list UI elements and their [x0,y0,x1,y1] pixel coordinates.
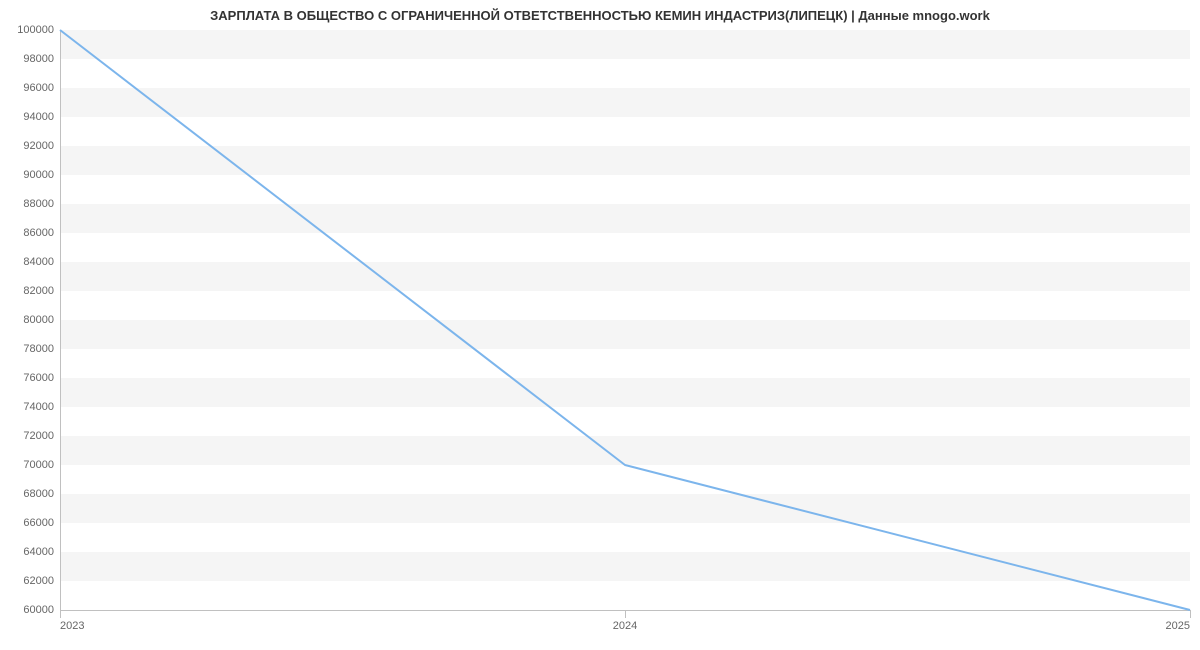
x-tick [625,610,626,618]
x-tick [60,610,61,618]
y-tick-label: 92000 [23,140,54,152]
x-tick-label: 2025 [1166,620,1190,632]
y-tick-label: 88000 [23,198,54,210]
y-tick-label: 90000 [23,169,54,181]
y-tick-label: 64000 [23,546,54,558]
y-tick-label: 76000 [23,372,54,384]
y-tick-label: 94000 [23,111,54,123]
y-tick-label: 100000 [17,24,54,36]
y-tick-label: 72000 [23,430,54,442]
y-tick-label: 98000 [23,53,54,65]
x-tick-label: 2023 [60,620,84,632]
y-tick-label: 80000 [23,314,54,326]
y-tick-label: 82000 [23,285,54,297]
y-tick-label: 84000 [23,256,54,268]
plot-area: 6000062000640006600068000700007200074000… [60,30,1190,610]
chart-title: ЗАРПЛАТА В ОБЩЕСТВО С ОГРАНИЧЕННОЙ ОТВЕТ… [0,8,1200,23]
y-tick-label: 96000 [23,82,54,94]
x-tick-label: 2024 [613,620,637,632]
salary-line-chart: ЗАРПЛАТА В ОБЩЕСТВО С ОГРАНИЧЕННОЙ ОТВЕТ… [0,0,1200,650]
y-tick-label: 74000 [23,401,54,413]
y-tick-label: 86000 [23,227,54,239]
y-tick-label: 68000 [23,488,54,500]
x-tick [1190,610,1191,618]
series-line-salary [60,30,1190,610]
y-tick-label: 70000 [23,459,54,471]
y-tick-label: 60000 [23,604,54,616]
y-tick-label: 66000 [23,517,54,529]
y-tick-label: 78000 [23,343,54,355]
y-tick-label: 62000 [23,575,54,587]
series-layer [60,30,1190,610]
